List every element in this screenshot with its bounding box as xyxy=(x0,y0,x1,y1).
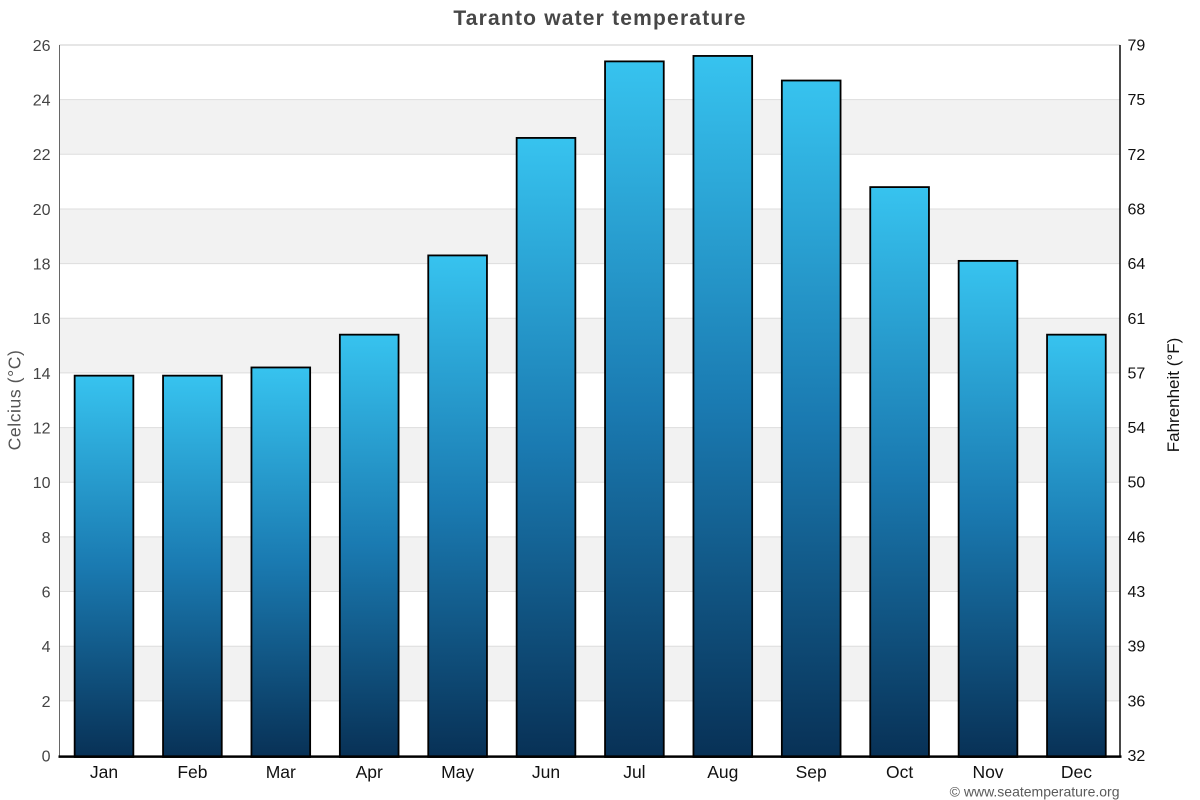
svg-text:79: 79 xyxy=(1128,38,1146,55)
svg-text:57: 57 xyxy=(1128,365,1146,382)
svg-text:Jun: Jun xyxy=(532,762,560,782)
svg-text:Aug: Aug xyxy=(707,762,738,782)
svg-text:22: 22 xyxy=(33,147,51,164)
svg-text:20: 20 xyxy=(33,202,51,219)
svg-text:32: 32 xyxy=(1128,748,1146,765)
svg-text:10: 10 xyxy=(33,475,51,492)
svg-text:68: 68 xyxy=(1128,201,1146,218)
svg-text:6: 6 xyxy=(42,584,51,601)
svg-text:Mar: Mar xyxy=(266,762,296,782)
svg-text:Jan: Jan xyxy=(90,762,118,782)
svg-text:Taranto water temperature: Taranto water temperature xyxy=(453,7,746,30)
svg-text:4: 4 xyxy=(42,639,51,656)
svg-text:Dec: Dec xyxy=(1061,762,1092,782)
svg-text:Sep: Sep xyxy=(796,762,827,782)
svg-text:8: 8 xyxy=(42,530,51,547)
svg-text:24: 24 xyxy=(33,93,51,110)
svg-text:14: 14 xyxy=(33,366,51,383)
svg-text:0: 0 xyxy=(42,748,51,765)
svg-text:Celcius (°C): Celcius (°C) xyxy=(5,350,25,451)
svg-text:18: 18 xyxy=(33,257,51,274)
svg-text:2: 2 xyxy=(42,694,51,711)
svg-text:72: 72 xyxy=(1128,147,1146,164)
svg-text:64: 64 xyxy=(1128,256,1146,273)
svg-text:May: May xyxy=(441,762,474,782)
svg-text:Oct: Oct xyxy=(886,762,913,782)
svg-text:12: 12 xyxy=(33,420,51,437)
svg-text:46: 46 xyxy=(1128,529,1146,546)
svg-text:Apr: Apr xyxy=(356,762,383,782)
svg-text:75: 75 xyxy=(1128,92,1146,109)
svg-text:Nov: Nov xyxy=(972,762,1003,782)
svg-text:Jul: Jul xyxy=(623,762,645,782)
svg-text:16: 16 xyxy=(33,311,51,328)
svg-text:Fahrenheit (°F): Fahrenheit (°F) xyxy=(1164,338,1183,453)
svg-text:Feb: Feb xyxy=(177,762,207,782)
svg-text:© www.seatemperature.org: © www.seatemperature.org xyxy=(950,784,1120,800)
svg-text:61: 61 xyxy=(1128,311,1146,328)
svg-text:36: 36 xyxy=(1128,693,1146,710)
svg-text:54: 54 xyxy=(1128,420,1146,437)
svg-text:50: 50 xyxy=(1128,475,1146,492)
svg-text:26: 26 xyxy=(33,38,51,55)
svg-text:43: 43 xyxy=(1128,584,1146,601)
svg-text:39: 39 xyxy=(1128,639,1146,656)
